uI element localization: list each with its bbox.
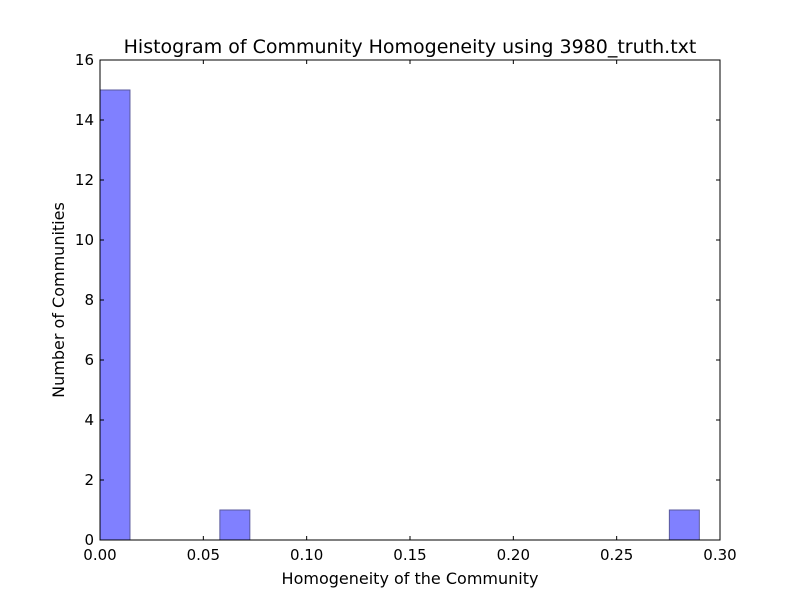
- x-tick-label-3: 0.15: [393, 546, 426, 564]
- x-tick-label-5: 0.25: [600, 546, 633, 564]
- ticks-layer: 0.00 0.05 0.10 0.15 0.20 0.25 0.30 0 2 4 6 8 10 12 14 1…: [75, 51, 737, 564]
- histogram-bar-2: [668, 509, 700, 541]
- y-tick-label-5: 10: [75, 231, 94, 249]
- histogram-bar-1: [219, 509, 251, 541]
- x-tick-label-4: 0.20: [497, 546, 530, 564]
- y-tick-label-2: 4: [84, 411, 94, 429]
- y-tick-label-6: 12: [75, 171, 94, 189]
- y-tick-label-4: 8: [84, 291, 94, 309]
- x-tick-label-6: 0.30: [703, 546, 736, 564]
- histogram-bar-0: [99, 89, 131, 541]
- y-tick-label-3: 6: [84, 351, 94, 369]
- x-tick-label-0: 0.00: [83, 546, 116, 564]
- x-tick-label-1: 0.05: [187, 546, 220, 564]
- bars-layer: [99, 89, 700, 541]
- y-axis-label: Number of Communities: [49, 202, 68, 398]
- y-tick-label-0: 0: [84, 531, 94, 549]
- y-tick-label-8: 16: [75, 51, 94, 69]
- x-tick-label-2: 0.10: [290, 546, 323, 564]
- plot-frame: [99, 59, 721, 541]
- y-tick-label-7: 14: [75, 111, 94, 129]
- x-axis-label: Homogeneity of the Community: [282, 569, 539, 588]
- chart-title: Histogram of Community Homogeneity using…: [124, 36, 697, 58]
- y-tick-label-1: 2: [84, 471, 94, 489]
